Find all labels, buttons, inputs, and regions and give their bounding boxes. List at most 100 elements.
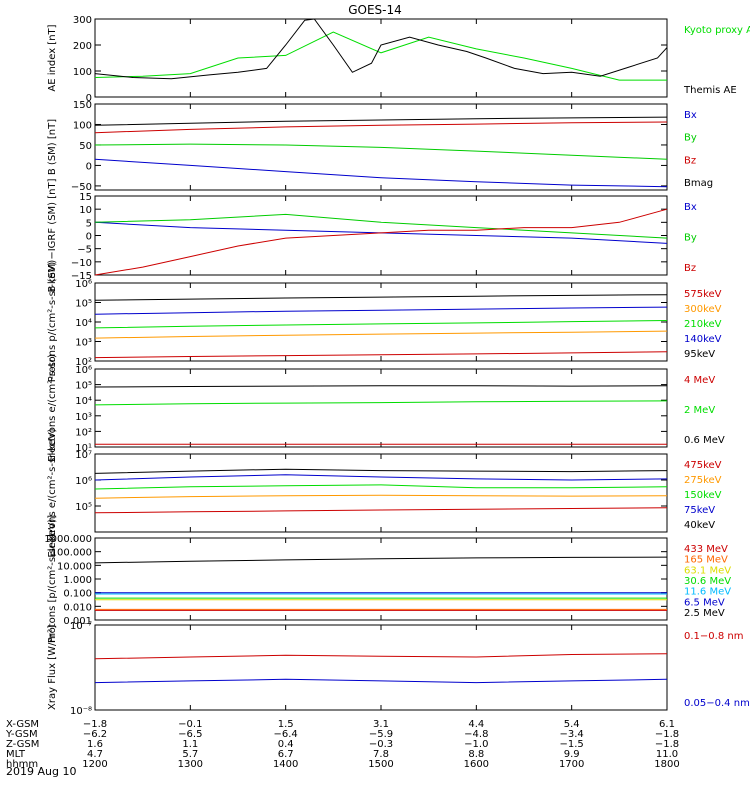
legend-entry: 63.1 MeV <box>684 565 731 576</box>
orbit-value: −0.3 <box>369 739 393 750</box>
orbit-value: −0.1 <box>178 719 202 730</box>
orbit-value: −6.2 <box>83 729 107 740</box>
panel-5: 10¹ 10² 10³ 10⁴ 10⁵ 10⁶ Electrons e/(cm²-s-sr)… <box>47 354 725 462</box>
legend-entry: 140keV <box>684 334 722 345</box>
plot-title: GOES-14 <box>348 3 402 17</box>
y-tick-label: 0 <box>86 232 92 243</box>
series-line-2-4 <box>94 116 668 126</box>
series-line-1-2 <box>94 18 668 80</box>
y-tick-label: 10⁶ <box>75 365 92 376</box>
orbit-value: 1300 <box>178 759 203 770</box>
y-tick-label: 150 <box>73 100 92 111</box>
y-tick-label: 10⁴ <box>75 396 92 407</box>
orbit-row-label: hhmm <box>6 759 38 770</box>
y-tick-label: −10 <box>71 258 92 269</box>
legend-entry: 0.6 MeV <box>684 435 725 446</box>
legend-entry: 210keV <box>684 319 722 330</box>
y-tick-label: 5 <box>86 218 92 229</box>
orbit-value: 9.9 <box>564 749 580 760</box>
orbit-value: 1400 <box>273 759 298 770</box>
series-line-2-2 <box>94 143 668 160</box>
orbit-value: 0.4 <box>278 739 294 750</box>
panel-frame <box>94 368 668 448</box>
series-line-2-1 <box>94 158 668 188</box>
panel-2: −50 0 50 100 150 B (SM) [nT] Bx By Bz Bmag <box>47 100 713 193</box>
orbit-value: 1.6 <box>87 739 103 750</box>
orbit-value: −6.4 <box>274 729 298 740</box>
orbit-value: 5.4 <box>564 719 580 730</box>
series-line-7-7 <box>94 556 668 564</box>
legend-entry: 2.5 MeV <box>684 608 725 619</box>
y-axis-label: B (SM)−IGRF (SM) [nT] <box>47 178 58 292</box>
legend-entry: Bz <box>684 263 696 274</box>
orbit-value: 4.7 <box>87 749 103 760</box>
orbit-value: −1.8 <box>655 729 679 740</box>
y-tick-label: 10⁶ <box>75 476 92 487</box>
legend-entry: 2 MeV <box>684 405 715 416</box>
orbit-row-label: MLT <box>6 749 26 760</box>
series-line-6-1 <box>94 507 668 514</box>
y-tick-label: 10⁷ <box>75 450 92 461</box>
legend-entry: 275keV <box>684 475 722 486</box>
y-axis-label: AE index [nT] <box>47 24 58 91</box>
y-tick-label: 100 <box>73 120 92 131</box>
series-line-3-2 <box>94 213 668 239</box>
y-tick-label: 0 <box>86 161 92 172</box>
series-line-6-2 <box>94 494 668 499</box>
orbit-row-label: X-GSM <box>6 719 39 730</box>
orbit-value: 1200 <box>82 759 107 770</box>
orbit-table: X-GSM −1.8 −0.1 1.5 3.1 4.4 5.4 6.1 Y-GSM −6.2 −6.… <box>5 719 680 770</box>
legend-entry: 0.1−0.8 nm <box>684 631 743 642</box>
legend-entry: 575keV <box>684 289 722 300</box>
series-line-4-1 <box>94 351 668 359</box>
legend-entry: Bz <box>684 155 696 166</box>
orbit-value: 11.0 <box>656 749 678 760</box>
orbit-value: 1700 <box>559 759 584 770</box>
y-tick-label: −50 <box>71 182 92 193</box>
y-tick-label: 50 <box>79 141 92 152</box>
legend-entry: 40keV <box>684 520 715 531</box>
orbit-value: 1.1 <box>182 739 198 750</box>
series-line-4-4 <box>94 306 668 315</box>
orbit-value: 1800 <box>654 759 679 770</box>
legend-entry: 11.6 MeV <box>684 587 731 598</box>
y-tick-label: 10⁵ <box>75 502 92 513</box>
y-axis-label: B (SM) [nT] <box>47 119 58 175</box>
legend-entry: By <box>684 233 697 244</box>
legend-entry: 30.6 MeV <box>684 576 731 587</box>
legend-entry: 0.05−0.4 nm <box>684 698 750 709</box>
panel-frame <box>94 195 668 276</box>
y-axis-label: Electrons e/(cm²-s-sr) <box>47 354 58 462</box>
y-tick-label: 10⁶ <box>75 279 92 290</box>
y-tick-label: 10⁻⁷ <box>70 621 92 632</box>
orbit-value: −4.8 <box>464 729 488 740</box>
y-tick-label: −5 <box>77 245 92 256</box>
orbit-value: 1600 <box>464 759 489 770</box>
panel-8: 10⁻⁸ 10⁻⁷ Xray Flux [W/m²] 0.1−0.8 nm 0.05−0… <box>47 621 750 717</box>
legend-entry: 433 MeV <box>684 544 728 555</box>
y-tick-label: 10³ <box>75 412 92 423</box>
legend-entry: 95keV <box>684 349 715 360</box>
orbit-value: 1500 <box>368 759 393 770</box>
legend-entry: Themis AE <box>683 85 737 96</box>
y-tick-label: 10¹ <box>75 443 92 454</box>
y-tick-label: 10 <box>79 205 92 216</box>
y-tick-label: −15 <box>71 271 92 282</box>
y-tick-label: 100.000 <box>51 548 92 559</box>
panel-frame <box>94 18 668 98</box>
series-line-8-1 <box>94 653 668 660</box>
legend-entry: Bx <box>684 110 697 121</box>
y-axis-label: Protons p/(cm²-s-sr-keV) <box>47 262 58 383</box>
series-line-6-5 <box>94 468 668 474</box>
panel-frame <box>94 282 668 362</box>
y-tick-label: 0.100 <box>63 589 92 600</box>
legend-entry: 6.5 MeV <box>684 597 725 608</box>
panel-1: 0 100 200 300 AE index [nT] Kyoto proxy AE The… <box>47 15 750 104</box>
orbit-value: −1.5 <box>560 739 584 750</box>
legend-entry: 300keV <box>684 304 722 315</box>
orbit-value: 8.8 <box>468 749 484 760</box>
legend-entry: Bmag <box>684 178 713 189</box>
orbit-row-label: Y-GSM <box>5 729 38 740</box>
